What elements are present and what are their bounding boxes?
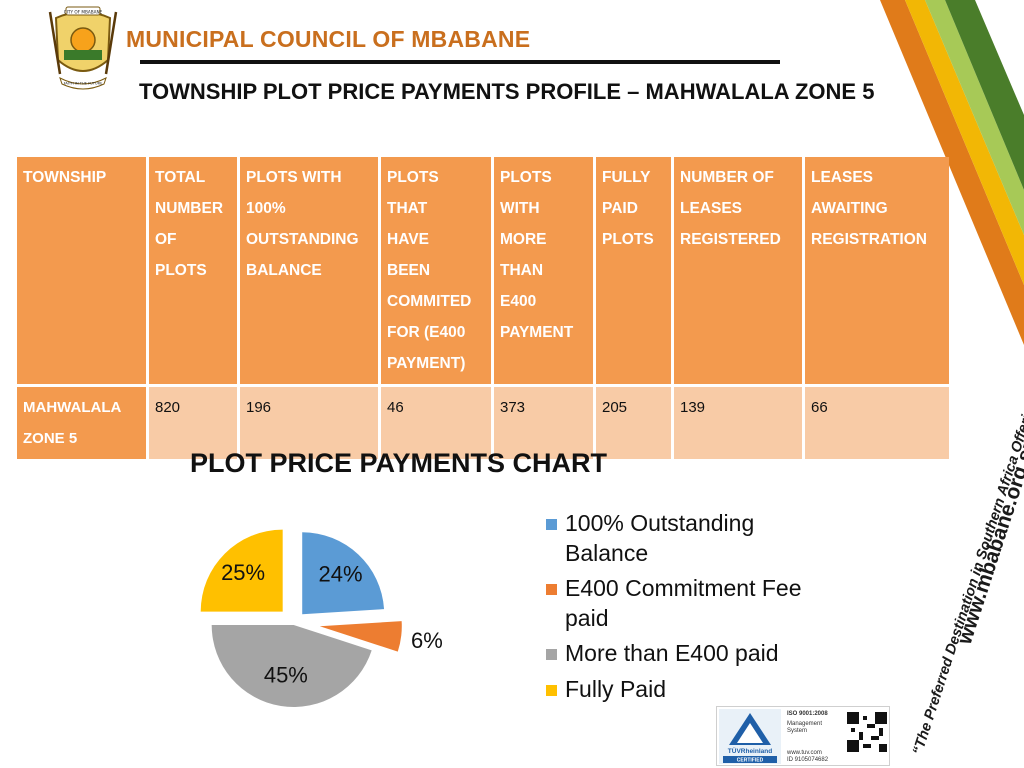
legend-swatch	[546, 519, 557, 530]
legend-swatch	[546, 584, 557, 595]
pie-data-label: 6%	[411, 628, 443, 653]
header-total-plots: TOTAL NUMBER OF PLOTS	[149, 157, 237, 384]
pie-slice	[211, 624, 372, 707]
pie-data-label: 45%	[264, 662, 308, 687]
pie-data-label: 25%	[221, 560, 265, 585]
header-more-than-e400: PLOTS WITH MORE THAN E400 PAYMENT	[494, 157, 593, 384]
legend-swatch	[546, 684, 557, 696]
legend-item: Fully Paid	[545, 675, 805, 705]
cell-committed-e400: 46	[381, 387, 491, 459]
cell-total-plots: 820	[149, 387, 237, 459]
cell-leases-registered: 139	[674, 387, 802, 459]
plot-payments-table: TOWNSHIP TOTAL NUMBER OF PLOTS PLOTS WITH 10…	[14, 154, 952, 462]
cert-system-line1: Management	[787, 720, 823, 727]
crest-motto: FAITH IN THE FUTURE	[64, 82, 104, 86]
header-outstanding-balance: PLOTS WITH 100% OUTSTANDING BALANCE	[240, 157, 378, 384]
header-fully-paid: FULLY PAID PLOTS	[596, 157, 671, 384]
chart-title: PLOT PRICE PAYMENTS CHART	[190, 448, 608, 478]
cell-township: MAHWALALA ZONE 5	[17, 387, 146, 459]
legend-label: 100% Outstanding Balance	[565, 510, 755, 566]
certification-text: ISO 9001:2008 Management System www.tuv.…	[787, 711, 847, 765]
pie-data-label: 24%	[319, 561, 363, 586]
legend-label: Fully Paid	[565, 675, 666, 702]
pie-slice	[302, 532, 385, 615]
header-township: TOWNSHIP	[17, 157, 146, 384]
cell-outstanding-balance: 196	[240, 387, 378, 459]
table-row: MAHWALALA ZONE 5 820 196 46 373 205 139 6…	[17, 387, 949, 459]
cert-id: ID 9105074682	[787, 757, 829, 763]
pie-chart: 24% 6% 45% 25%	[200, 529, 443, 707]
header-rule	[140, 60, 780, 64]
municipal-crest-logo: CITY OF MBABANE FAITH IN THE FUTURE	[48, 6, 118, 90]
cert-site: www.tuv.com	[787, 749, 822, 756]
legend-item: 100% Outstanding Balance	[545, 509, 805, 568]
chart-legend: 100% Outstanding Balance E400 Commitment…	[545, 509, 805, 710]
org-name: MUNICIPAL COUNCIL OF MBABANE	[126, 26, 531, 52]
svg-text:TÜVRheinland: TÜVRheinland	[728, 746, 772, 755]
crest-top-text: CITY OF MBABANE	[64, 10, 103, 15]
cell-fully-paid: 205	[596, 387, 671, 459]
table-header-row: TOWNSHIP TOTAL NUMBER OF PLOTS PLOTS WITH 10…	[17, 157, 949, 384]
legend-item: More than E400 paid	[545, 639, 805, 669]
cert-system-line2: System	[787, 728, 808, 734]
tuv-logo-icon: TÜVRheinland CERTIFIED	[719, 709, 781, 764]
slide-title: TOWNSHIP PLOT PRICE PAYMENTS PROFILE – M…	[139, 79, 875, 104]
legend-label: More than E400 paid	[565, 640, 779, 666]
qr-code-icon	[847, 712, 887, 752]
svg-text:CERTIFIED: CERTIFIED	[737, 758, 764, 764]
cell-leases-awaiting: 66	[805, 387, 949, 459]
ribbon-green	[945, 0, 1024, 190]
cert-standard: ISO 9001:2008	[787, 711, 828, 717]
header-leases-awaiting: LEASES AWAITING REGISTRATION	[805, 157, 949, 384]
certification-badge: TÜVRheinland CERTIFIED ISO 9001:2008 Man…	[716, 706, 890, 766]
pie-slice	[319, 621, 402, 652]
cell-more-than-e400: 373	[494, 387, 593, 459]
header-leases-registered: NUMBER OF LEASES REGISTERED	[674, 157, 802, 384]
legend-label: E400 Commitment Fee paid	[565, 575, 802, 631]
legend-item: E400 Commitment Fee paid	[545, 574, 805, 633]
pie-slice	[200, 529, 283, 612]
website-text: www.mbabane.org.sz	[953, 436, 1024, 648]
legend-swatch	[546, 649, 557, 660]
header-committed-e400: PLOTS THAT HAVE BEEN COMMITED FOR (E400 PAYMEN…	[381, 157, 491, 384]
